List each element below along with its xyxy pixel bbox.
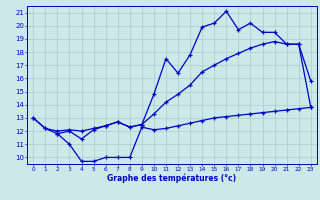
X-axis label: Graphe des températures (°c): Graphe des températures (°c) <box>108 174 236 183</box>
